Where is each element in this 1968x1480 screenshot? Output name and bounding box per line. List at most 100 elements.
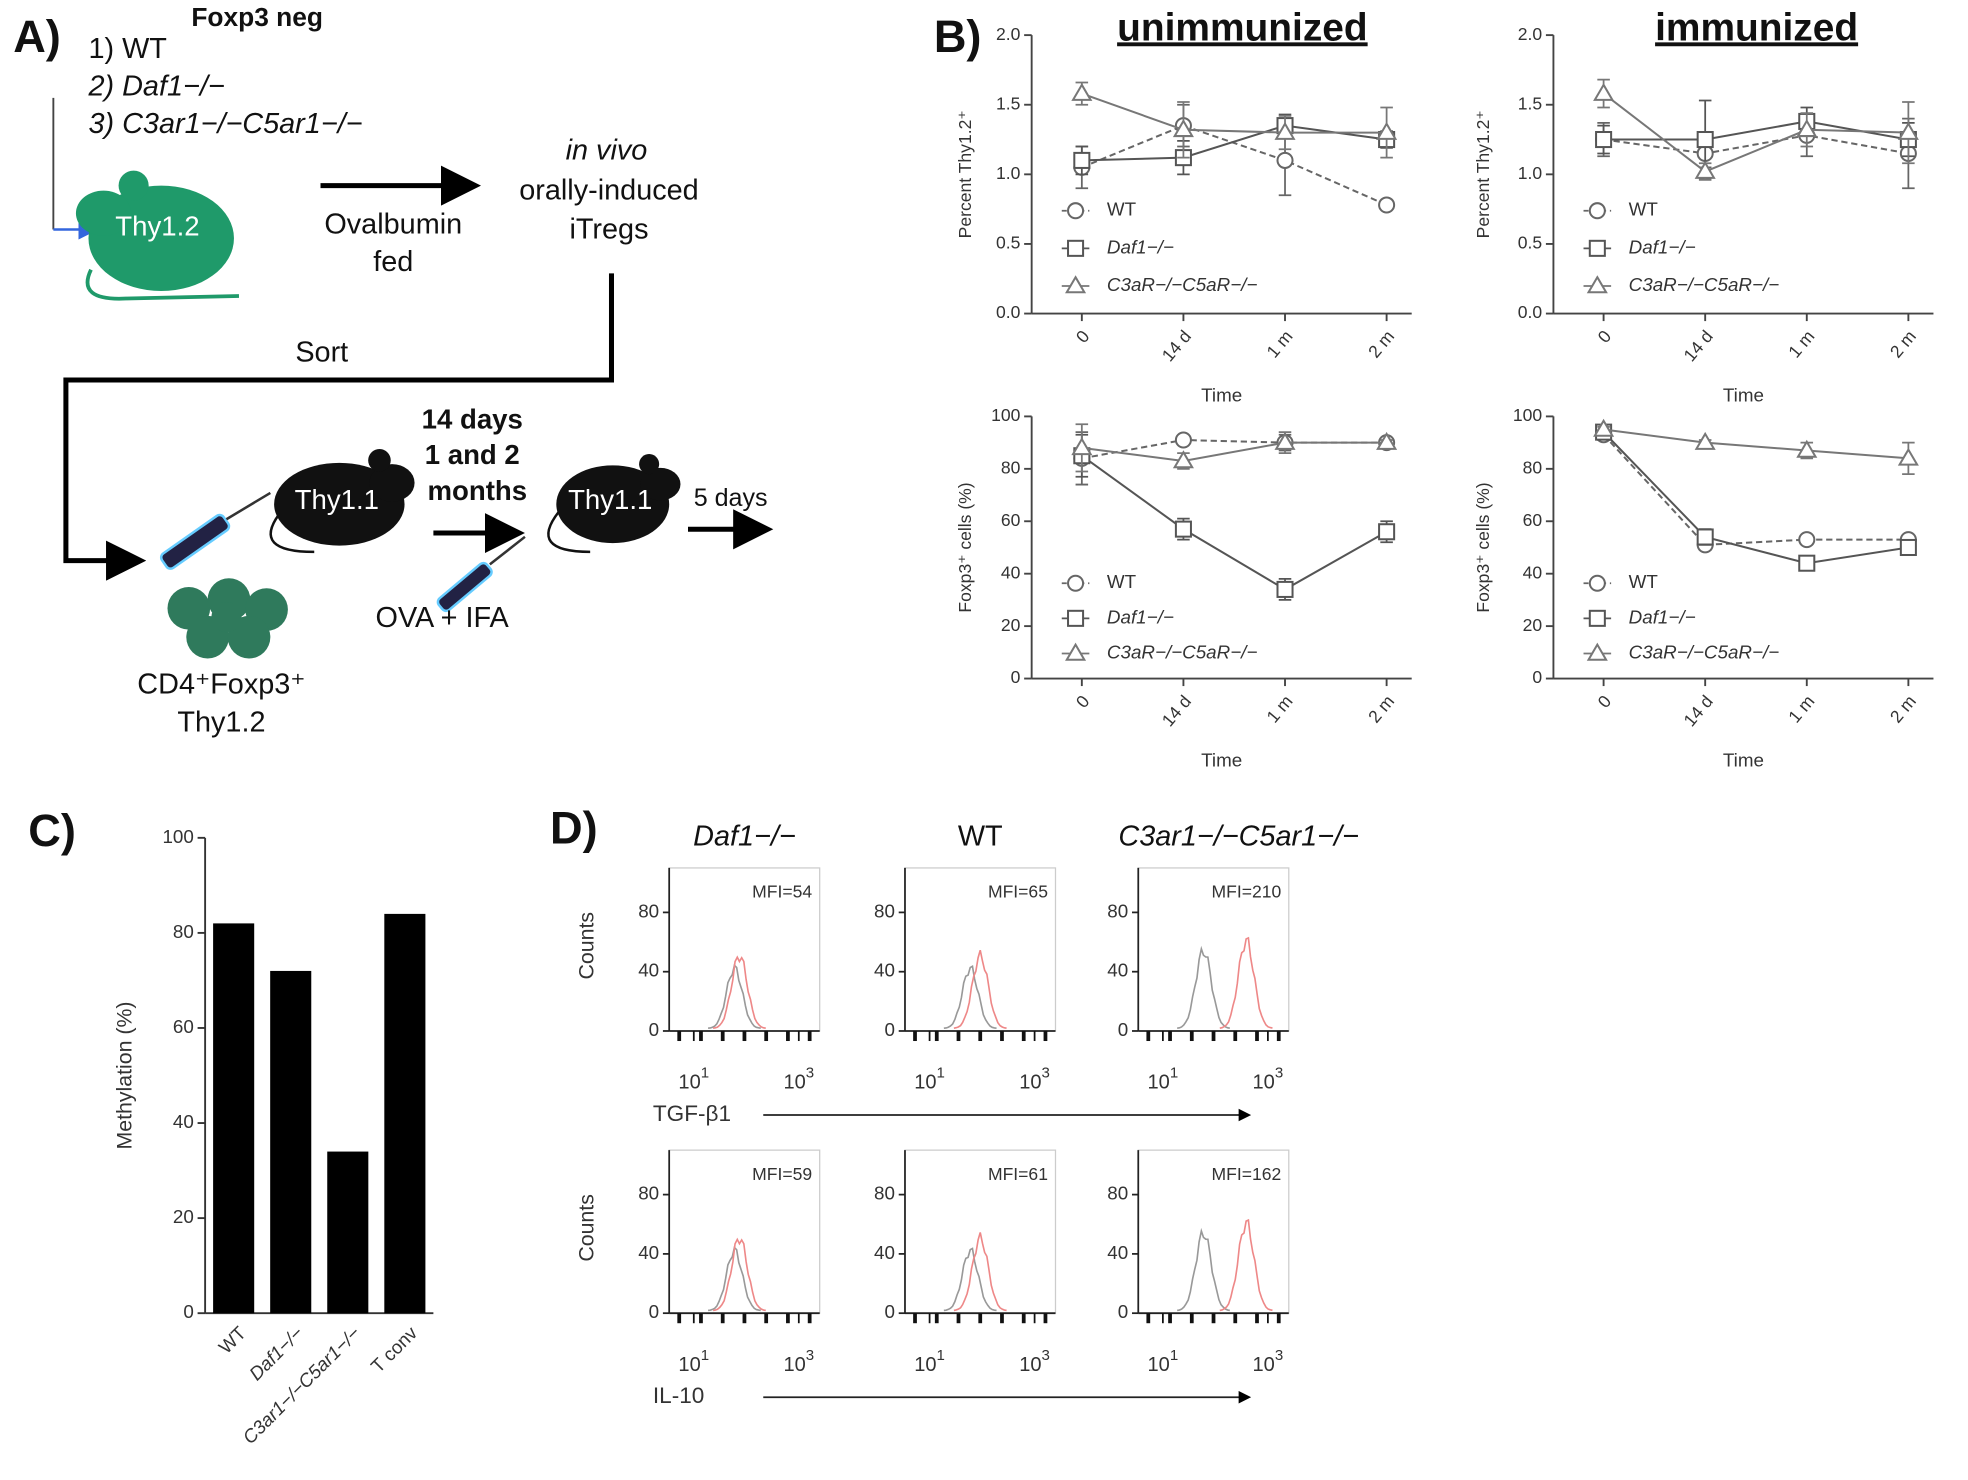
chart-title: immunized (1655, 6, 1858, 49)
series-line (1081, 92, 1387, 134)
marker (1796, 439, 1818, 458)
mfi-label: MFI=54 (752, 882, 812, 902)
x-tick-exponent: 3 (806, 1347, 814, 1364)
y-tick-label: 20 (173, 1206, 194, 1227)
syringe (436, 535, 526, 613)
cell-cluster (167, 578, 288, 659)
y-tick-label: 100 (162, 826, 193, 847)
y-tick-label: 40 (1107, 1242, 1128, 1263)
step-label: Ovalbumin (324, 208, 462, 240)
line-chart: 0 20 40 60 80 100 0 14 d 1 m 2 m Time Foxp3⁺ cells … (1473, 405, 1934, 770)
y-axis-label: Counts (574, 1194, 598, 1262)
y-tick-label: 40 (1107, 960, 1128, 981)
line-chart: B) unimmunized 0.0 0.5 1.0 1.5 2.0 0 14 d 1 m 2 m T… (934, 6, 1412, 405)
marker (1595, 131, 1613, 149)
y-tick-label: 20 (1001, 615, 1021, 635)
x-tick-label: 101 (678, 1065, 709, 1094)
histogram-grid: D) Daf1−/− WT C3ar1−/−C5ar1−/−Counts0408010… (550, 802, 1359, 1408)
x-axis-label: Time (1723, 749, 1764, 770)
panel-label: A) (13, 11, 61, 62)
x-tick-base: 10 (1019, 1072, 1041, 1094)
y-tick-label: 80 (173, 921, 194, 942)
x-tick-label: 0 (1072, 326, 1094, 347)
legend-label: C3aR−/−C5aR−/− (1107, 641, 1257, 662)
y-tick-label: 60 (173, 1016, 194, 1037)
y-tick-label: 80 (1523, 457, 1543, 477)
group: 2) Daf1−/− (87, 70, 224, 102)
x-tick-label: 103 (1253, 1065, 1284, 1094)
x-tick-base: 10 (678, 1072, 700, 1094)
x-tick-label: 101 (1148, 1347, 1179, 1376)
step-label: months (427, 475, 527, 506)
y-tick-label: 40 (874, 1242, 895, 1263)
y-tick-label: 0 (1011, 667, 1021, 687)
y-tick-label: 0 (1118, 1301, 1128, 1322)
marker (1586, 275, 1608, 294)
x-tick-label: T conv (367, 1322, 422, 1377)
marker (1067, 202, 1085, 220)
x-tick-base: 10 (783, 1354, 805, 1376)
x-tick-base: 10 (1148, 1072, 1170, 1094)
step-label: in vivo (566, 134, 648, 166)
x-tick-exponent: 1 (937, 1065, 945, 1082)
x-axis-label: Time (1723, 384, 1764, 405)
panel-label: C) (28, 805, 76, 856)
x-tick-base: 10 (1253, 1354, 1275, 1376)
x-tick-exponent: 1 (701, 1347, 709, 1364)
y-tick-label: 2.0 (996, 24, 1021, 44)
x-tick-label: 2 m (1886, 326, 1920, 361)
series-line (1602, 434, 1909, 546)
y-tick-label: 100 (991, 405, 1021, 425)
marker (1274, 431, 1296, 450)
mfi-label: MFI=210 (1212, 882, 1282, 902)
panel-label: D) (550, 802, 598, 853)
legend-label: WT (1629, 199, 1659, 220)
group: 3) C3ar1−/−C5ar1−/− (88, 108, 362, 140)
marker (1588, 239, 1606, 257)
histogram-curve (953, 949, 1007, 1030)
x-tick-label: 14 d (1158, 326, 1195, 365)
marker (1378, 196, 1396, 214)
series-line (1603, 134, 1909, 155)
x-tick-label: 101 (1148, 1065, 1179, 1094)
arrow (63, 273, 614, 581)
histogram-curve (707, 963, 761, 1030)
x-tick-label: 14 d (1680, 691, 1717, 730)
marker (1378, 523, 1396, 541)
step-label: iTregs (569, 213, 648, 245)
histogram-curve (1177, 945, 1230, 1030)
y-tick-label: 0 (884, 1301, 894, 1322)
marker (1897, 121, 1919, 140)
step-label: Thy1.2 (177, 706, 265, 738)
x-tick-label: 0 (1594, 691, 1616, 712)
mfi-label: MFI=65 (988, 882, 1048, 902)
x-tick-base: 10 (1148, 1354, 1170, 1376)
y-tick-label: 80 (638, 1183, 659, 1204)
mouse-label: Thy1.1 (295, 484, 379, 515)
step-label: 14 days (422, 404, 523, 435)
x-tick-base: 10 (783, 1072, 805, 1094)
marker (1376, 121, 1398, 140)
histogram-curve (712, 1237, 766, 1312)
y-tick-label: 40 (1523, 562, 1543, 582)
y-tick-label: 0 (649, 1019, 659, 1040)
x-tick-label: 0 (1072, 691, 1094, 712)
marker (1588, 609, 1606, 627)
legend-label: C3aR−/−C5aR−/− (1107, 274, 1257, 295)
marker (1897, 447, 1919, 466)
bar (213, 923, 255, 1314)
x-tick-exponent: 3 (1275, 1065, 1283, 1082)
x-tick-label: 101 (914, 1347, 945, 1376)
bar (327, 1151, 369, 1314)
y-tick-label: 60 (1001, 510, 1021, 530)
series-line (1602, 431, 1909, 565)
step-label: fed (373, 246, 413, 278)
histogram-curve (1219, 936, 1273, 1030)
series-line (1081, 124, 1388, 206)
x-tick-exponent: 1 (937, 1347, 945, 1364)
y-tick-label: 40 (173, 1111, 194, 1132)
y-tick-label: 0 (183, 1301, 193, 1322)
y-axis-label: Counts (574, 912, 598, 980)
x-tick-base: 10 (678, 1354, 700, 1376)
